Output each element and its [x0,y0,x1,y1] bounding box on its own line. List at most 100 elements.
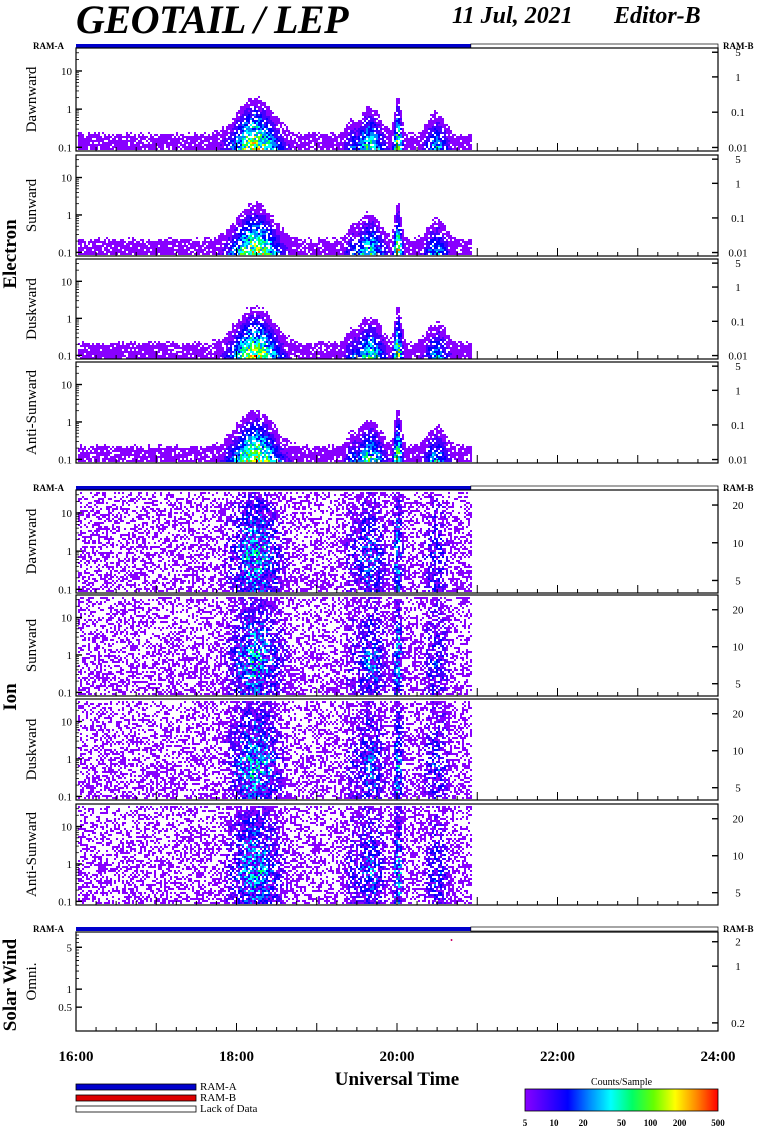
spectrogram-cell [236,243,238,245]
spectrogram-cell [222,249,224,251]
spectrogram-cell [178,251,180,253]
spectrogram-cell [258,205,260,207]
spectrogram-cell [258,221,260,223]
spectrogram-cell [168,142,170,144]
spectrogram-cell [270,128,272,130]
spectrogram-cell [396,126,398,128]
spectrogram-cell [196,249,198,251]
spectrogram-cell [436,142,438,144]
spectrogram-cell [88,241,90,243]
spectrogram-cell [240,247,242,249]
spectrogram-cell [268,349,270,351]
spectrogram-cell [352,225,354,227]
spectrogram-cell [252,140,254,142]
spectrogram-cell [234,227,236,229]
spectrogram-cell [202,353,204,355]
spectrogram-cell [426,227,428,229]
spectrogram-cell [248,209,250,211]
spectrogram-cell [184,253,186,255]
spectrogram-cell [352,249,354,251]
spectrogram-cell [278,146,280,148]
spectrogram-cell [458,241,460,243]
spectrogram-cell [270,120,272,122]
spectrogram-cell [346,253,348,255]
spectrogram-cell [166,245,168,247]
spectrogram-cell [402,237,404,239]
spectrogram-cell [368,223,370,225]
spectrogram-cell [222,126,224,128]
spectrogram-cell [260,343,262,345]
spectrogram-cell [260,118,262,120]
spectrogram-cell [366,239,368,241]
spectrogram-cell [262,215,264,217]
spectrogram-cell [78,249,80,251]
spectrogram-cell [414,140,416,142]
spectrogram-cell [246,337,248,339]
spectrogram-cell [420,134,422,136]
spectrogram-cell [232,339,234,341]
spectrogram-cell [364,225,366,227]
spectrogram-cell [356,132,358,134]
spectrogram-cell [200,347,202,349]
spectrogram-cell [260,223,262,225]
spectrogram-cell [246,317,248,319]
spectrogram-cell [218,144,220,146]
spectrogram-cell [220,343,222,345]
spectrogram-cell [272,136,274,138]
spectrogram-cell [144,245,146,247]
spectrogram-cell [182,343,184,345]
spectrogram-cell [450,241,452,243]
spectrogram-cell [106,245,108,247]
spectrogram-cell [188,351,190,353]
spectrogram-cell [356,136,358,138]
spectrogram-cell [378,138,380,140]
spectrogram-cell [414,249,416,251]
spectrogram-cell [440,130,442,132]
spectrogram-cell [244,351,246,353]
spectrogram-cell [464,251,466,253]
spectrogram-cell [258,337,260,339]
spectrogram-cell [130,349,132,351]
spectrogram-cell [222,134,224,136]
spectrogram-cell [258,106,260,108]
spectrogram-cell [412,138,414,140]
spectrogram-cell [232,132,234,134]
spectrogram-cell [374,233,376,235]
spectrogram-cell [366,114,368,116]
spectrogram-cell [432,122,434,124]
spectrogram-cell [420,237,422,239]
spectrogram-cell [248,114,250,116]
spectrogram-cell [120,349,122,351]
spectrogram-cell [460,136,462,138]
spectrogram-cell [276,130,278,132]
spectrogram-cell [394,124,396,126]
spectrogram-cell [324,241,326,243]
spectrogram-cell [170,134,172,136]
spectrogram-cell [222,146,224,148]
spectrogram-cell [140,138,142,140]
spectrogram-cell [260,353,262,355]
spectrogram-cell [208,241,210,243]
spectrogram-cell [388,144,390,146]
spectrogram-cell [108,349,110,351]
spectrogram-cell [432,136,434,138]
spectrogram-cell [414,148,416,150]
spectrogram-cell [360,132,362,134]
spectrogram-cell [256,223,258,225]
spectrogram-cell [82,142,84,144]
spectrogram-cell [466,251,468,253]
spectrogram-cell [462,247,464,249]
spectrogram-cell [182,134,184,136]
spectrogram-cell [264,122,266,124]
spectrogram-cell [358,223,360,225]
spectrogram-cell [260,140,262,142]
spectrogram-cell [84,148,86,150]
spectrogram-cell [248,98,250,100]
spectrogram-cell [160,245,162,247]
spectrogram-cell [378,249,380,251]
spectrogram-cell [362,112,364,114]
spectrogram-cell [424,132,426,134]
spectrogram-cell [166,345,168,347]
spectrogram-cell [154,245,156,247]
spectrogram-cell [336,138,338,140]
